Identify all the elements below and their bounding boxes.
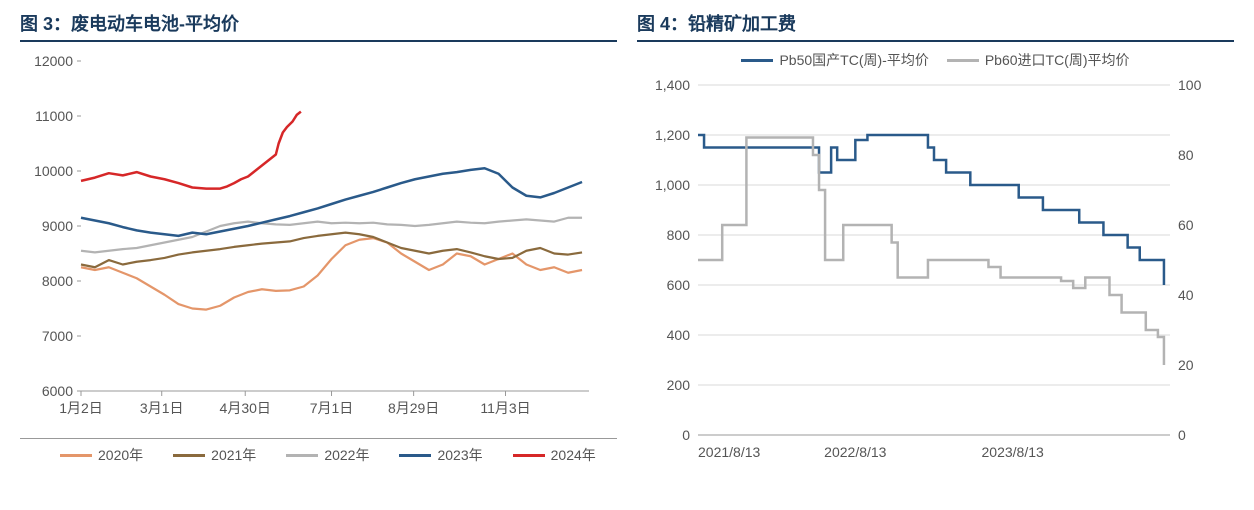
svg-text:11000: 11000 xyxy=(35,108,73,124)
legend-item: 2022年 xyxy=(286,445,369,465)
svg-text:11月3日: 11月3日 xyxy=(480,400,530,416)
svg-text:8月29日: 8月29日 xyxy=(388,400,439,416)
legend-item: 2023年 xyxy=(399,445,482,465)
legend-swatch xyxy=(60,454,92,457)
chart4-panel: 图 4：铅精矿加工费 Pb50国产TC(周)-平均价 Pb60进口TC(周)平均价… xyxy=(637,10,1234,476)
legend-item: Pb50国产TC(周)-平均价 xyxy=(741,50,928,70)
svg-text:7000: 7000 xyxy=(42,328,73,344)
svg-text:40: 40 xyxy=(1178,287,1194,303)
legend-label: 2023年 xyxy=(437,445,482,465)
svg-text:12000: 12000 xyxy=(34,53,73,69)
svg-text:2022/8/13: 2022/8/13 xyxy=(824,444,886,460)
svg-text:100: 100 xyxy=(1178,77,1202,93)
chart3-area: 6000 7000 8000 9000 10000 11000 12000 1月2日 3月1日 4… xyxy=(20,50,617,432)
svg-text:2021/8/13: 2021/8/13 xyxy=(698,444,760,460)
legend-swatch xyxy=(513,454,545,457)
chart3-svg: 6000 7000 8000 9000 10000 11000 12000 1月2日 3月1日 4… xyxy=(21,51,601,431)
chart4-legend: Pb50国产TC(周)-平均价 Pb60进口TC(周)平均价 xyxy=(637,50,1234,70)
svg-text:2023/8/13: 2023/8/13 xyxy=(982,444,1044,460)
legend-label: 2022年 xyxy=(324,445,369,465)
legend-label: 2024年 xyxy=(551,445,596,465)
legend-item: 2020年 xyxy=(60,445,143,465)
svg-text:7月1日: 7月1日 xyxy=(310,400,354,416)
svg-text:20: 20 xyxy=(1178,357,1194,373)
legend-item: 2021年 xyxy=(173,445,256,465)
legend-swatch xyxy=(286,454,318,457)
chart3-title: 图 3：废电动车电池-平均价 xyxy=(20,10,617,42)
svg-text:1,400: 1,400 xyxy=(655,77,690,93)
svg-text:80: 80 xyxy=(1178,147,1194,163)
svg-text:400: 400 xyxy=(667,327,691,343)
legend-label: 2021年 xyxy=(211,445,256,465)
chart3-legend: 2020年 2021年 2022年 2023年 2024年 xyxy=(20,438,617,465)
chart3-panel: 图 3：废电动车电池-平均价 6000 7000 8000 9000 10000 1100… xyxy=(20,10,617,476)
legend-item: 2024年 xyxy=(513,445,596,465)
legend-item: Pb60进口TC(周)平均价 xyxy=(947,50,1130,70)
svg-text:600: 600 xyxy=(667,277,691,293)
svg-text:6000: 6000 xyxy=(42,383,73,399)
svg-text:4月30日: 4月30日 xyxy=(220,400,271,416)
svg-text:10000: 10000 xyxy=(34,163,73,179)
svg-text:1,000: 1,000 xyxy=(655,177,690,193)
legend-swatch xyxy=(741,59,773,62)
svg-text:1,200: 1,200 xyxy=(655,127,690,143)
svg-text:1月2日: 1月2日 xyxy=(59,400,103,416)
svg-text:200: 200 xyxy=(667,377,691,393)
svg-text:0: 0 xyxy=(682,427,690,443)
chart4-title: 图 4：铅精矿加工费 xyxy=(637,10,1234,42)
chart4-svg: 0 200 400 600 800 1,000 1,200 1,400 0 20 40 60 80 100… xyxy=(638,75,1218,475)
legend-swatch xyxy=(399,454,431,457)
legend-label: Pb50国产TC(周)-平均价 xyxy=(779,50,928,70)
svg-text:60: 60 xyxy=(1178,217,1194,233)
svg-text:800: 800 xyxy=(667,227,691,243)
svg-text:9000: 9000 xyxy=(42,218,73,234)
svg-text:3月1日: 3月1日 xyxy=(140,400,184,416)
svg-text:0: 0 xyxy=(1178,427,1186,443)
legend-label: 2020年 xyxy=(98,445,143,465)
chart4-area: 0 200 400 600 800 1,000 1,200 1,400 0 20 40 60 80 100… xyxy=(637,74,1234,476)
legend-label: Pb60进口TC(周)平均价 xyxy=(985,50,1130,70)
svg-text:8000: 8000 xyxy=(42,273,73,289)
legend-swatch xyxy=(173,454,205,457)
legend-swatch xyxy=(947,59,979,62)
